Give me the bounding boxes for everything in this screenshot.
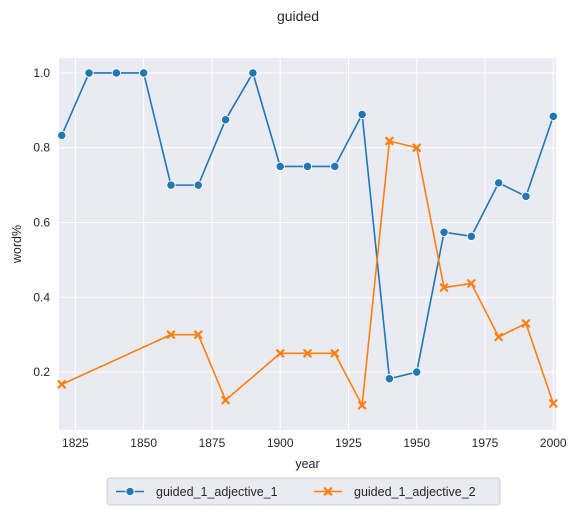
data-point [166,330,176,339]
data-point [275,349,285,358]
data-point [412,143,422,153]
x-tick-label: 2000 [540,436,567,450]
y-tick-label: 0.4 [33,290,50,304]
series-2 [57,136,558,410]
data-point [548,111,558,121]
data-point [84,68,94,78]
data-point [302,161,313,172]
x-tick-label: 1850 [130,436,157,450]
data-point [330,161,340,172]
legend-label: guided_1_adjective_2 [354,485,476,499]
x-axis-ticks: 1825 1850 1875 1900 1925 1950 1975 2000 [62,436,567,450]
data-point [467,279,476,288]
data-point [521,319,531,328]
data-point [466,231,476,241]
data-point [193,330,203,339]
data-point [248,68,258,78]
y-axis-label: word% [10,225,24,264]
data-point [139,68,149,78]
data-point [220,115,231,125]
data-point [111,68,121,78]
x-tick-label: 1875 [199,436,226,450]
data-point [521,191,531,201]
x-tick-label: 1825 [62,436,89,450]
series-layer [57,68,558,410]
legend-entry: guided_1_adjective_2 [314,485,476,499]
data-point [439,283,449,292]
y-tick-label: 1.0 [33,66,50,80]
plot-area [59,58,556,430]
series-1 [57,68,558,384]
data-point [275,161,285,172]
legend: guided_1_adjective_1 guided_1_adjective_2 [106,477,501,506]
data-point [193,180,203,190]
x-tick-label: 1975 [472,436,499,450]
legend-box [106,477,501,506]
legend-entry: guided_1_adjective_1 [116,485,278,499]
x-axis-label: year [295,457,319,471]
data-point [494,178,504,188]
y-tick-label: 0.2 [33,365,50,379]
data-point [384,374,395,384]
data-point [412,367,422,377]
data-point [166,180,176,190]
x-tick-label: 1925 [335,436,362,450]
data-point [548,399,558,408]
grid [59,58,556,430]
x-tick-label: 1900 [267,436,294,450]
data-point [330,349,340,358]
data-point [385,136,394,146]
data-point [357,109,367,120]
data-point [303,349,312,358]
x-tick-label: 1950 [403,436,430,450]
data-point [221,395,230,405]
chart-title: guided [277,8,319,24]
data-point [439,227,449,237]
data-point [57,130,67,141]
y-tick-label: 0.6 [33,216,50,230]
data-point [57,380,67,389]
legend-marker [323,487,333,496]
y-axis-ticks: 0.2 0.4 0.6 0.8 1.0 [33,66,50,379]
data-point [494,332,503,342]
legend-label: guided_1_adjective_1 [156,485,278,499]
data-point [357,401,367,410]
y-tick-label: 0.8 [33,141,50,155]
legend-marker [125,486,135,497]
